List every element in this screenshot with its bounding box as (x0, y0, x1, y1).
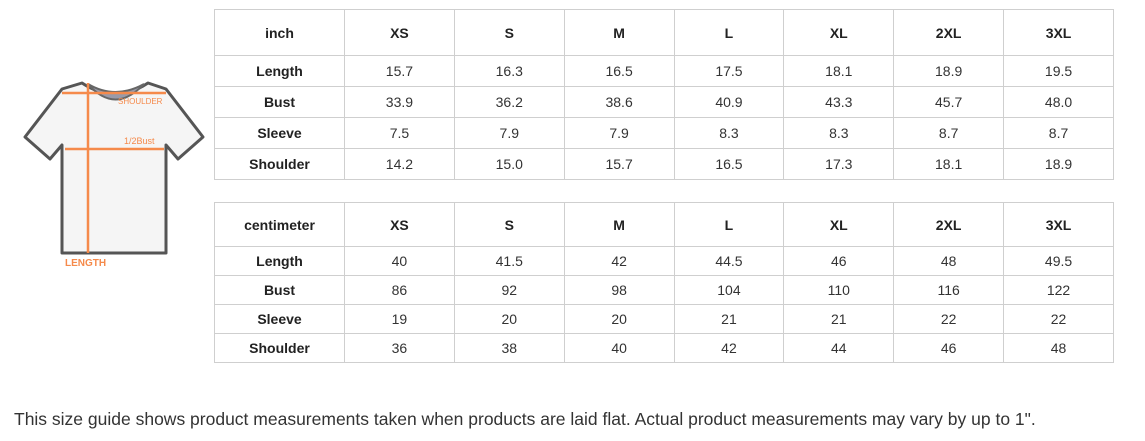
table-cell: 48 (1003, 333, 1114, 363)
table-cell: 21 (673, 304, 785, 334)
tshirt-outline (23, 81, 205, 255)
row-label: Shoulder (214, 333, 345, 363)
table-cell: 110 (783, 275, 895, 305)
table-cell: 122 (1003, 275, 1114, 305)
table-cell: 20 (453, 304, 565, 334)
table-cell: 104 (673, 275, 785, 305)
size-header: XL (783, 9, 895, 56)
row-label: Bust (214, 86, 345, 118)
size-header: 2XL (893, 202, 1005, 247)
row-label: Shoulder (214, 148, 345, 180)
table-cell: 15.7 (344, 55, 455, 87)
table-cell: 40 (563, 333, 675, 363)
table-cell: 45.7 (893, 86, 1005, 118)
table-cell: 92 (453, 275, 565, 305)
shoulder-label: SHOULDER (118, 97, 163, 106)
table-cell: 22 (893, 304, 1005, 334)
table-cell: 7.9 (453, 117, 565, 149)
table-cell: 16.5 (563, 55, 675, 87)
table-row: Bust 86 92 98 104 110 116 122 (214, 275, 1114, 305)
table-cell: 8.3 (783, 117, 895, 149)
row-label: Sleeve (214, 304, 345, 334)
table-row: Bust 33.9 36.2 38.6 40.9 43.3 45.7 48.0 (214, 86, 1114, 118)
length-label: LENGTH (65, 258, 106, 269)
table-cell: 44.5 (673, 246, 785, 276)
table-cell: 40.9 (673, 86, 785, 118)
table-cell: 7.9 (563, 117, 675, 149)
table-cell: 33.9 (344, 86, 455, 118)
collar (87, 83, 145, 101)
table-cell: 116 (893, 275, 1005, 305)
table-cell: 19.5 (1003, 55, 1114, 87)
size-guide-note: This size guide shows product measuremen… (14, 409, 1036, 429)
inch-size-table: inch XS S M L XL 2XL 3XL Length 15.7 16.3 16.5 17.5 1… (214, 9, 1114, 180)
table-cell: 46 (893, 333, 1005, 363)
table-cell: 18.9 (1003, 148, 1114, 180)
table-cell: 14.2 (344, 148, 455, 180)
size-header: M (563, 9, 675, 56)
table-cell: 42 (673, 333, 785, 363)
size-header: 2XL (893, 9, 1005, 56)
table-cell: 98 (563, 275, 675, 305)
table-cell: 22 (1003, 304, 1114, 334)
size-header: S (453, 202, 565, 247)
size-header: XS (344, 202, 455, 247)
table-cell: 16.3 (453, 55, 565, 87)
table-cell: 15.0 (453, 148, 565, 180)
table-cell: 38.6 (563, 86, 675, 118)
table-cell: 48.0 (1003, 86, 1114, 118)
table-cell: 41.5 (453, 246, 565, 276)
table-cell: 17.5 (673, 55, 785, 87)
table-cell: 38 (453, 333, 565, 363)
size-header: S (453, 9, 565, 56)
bust-label: 1/2Bust (124, 136, 155, 146)
table-cell: 21 (783, 304, 895, 334)
table-cell: 8.3 (673, 117, 785, 149)
table-cell: 44 (783, 333, 895, 363)
table-row: Sleeve 7.5 7.9 7.9 8.3 8.3 8.7 8.7 (214, 117, 1114, 149)
table-row: Shoulder 14.2 15.0 15.7 16.5 17.3 18.1 18.9 (214, 148, 1114, 180)
row-label: Bust (214, 275, 345, 305)
table-cell: 36 (344, 333, 455, 363)
table-cell: 18.1 (893, 148, 1005, 180)
size-header: XL (783, 202, 895, 247)
table-cell: 7.5 (344, 117, 455, 149)
table-cell: 8.7 (893, 117, 1005, 149)
table-cell: 43.3 (783, 86, 895, 118)
table-cell: 49.5 (1003, 246, 1114, 276)
table-cell: 17.3 (783, 148, 895, 180)
unit-header: centimeter (214, 202, 345, 247)
size-header: M (563, 202, 675, 247)
size-header: XS (344, 9, 455, 56)
table-cell: 20 (563, 304, 675, 334)
table-cell: 40 (344, 246, 455, 276)
row-label: Length (214, 55, 345, 87)
row-label: Length (214, 246, 345, 276)
table-cell: 19 (344, 304, 455, 334)
table-cell: 8.7 (1003, 117, 1114, 149)
table-row: Sleeve 19 20 20 21 21 22 22 (214, 304, 1114, 334)
table-cell: 16.5 (673, 148, 785, 180)
centimeter-size-table: centimeter XS S M L XL 2XL 3XL Length 40 41.5 42 44.… (214, 202, 1114, 363)
unit-header: inch (214, 9, 345, 56)
table-row: Shoulder 36 38 40 42 44 46 48 (214, 333, 1114, 363)
table-cell: 46 (783, 246, 895, 276)
table-cell: 86 (344, 275, 455, 305)
table-cell: 18.1 (783, 55, 895, 87)
header-row: centimeter XS S M L XL 2XL 3XL (214, 202, 1114, 247)
size-header: L (673, 202, 785, 247)
size-header: L (673, 9, 785, 56)
table-cell: 18.9 (893, 55, 1005, 87)
table-cell: 48 (893, 246, 1005, 276)
table-row: Length 15.7 16.3 16.5 17.5 18.1 18.9 19.5 (214, 55, 1114, 87)
table-cell: 42 (563, 246, 675, 276)
tshirt-measurement-diagram: SHOULDER 1/2Bust LENGTH (23, 81, 205, 269)
table-cell: 36.2 (453, 86, 565, 118)
table-row: Length 40 41.5 42 44.5 46 48 49.5 (214, 246, 1114, 276)
size-header: 3XL (1003, 202, 1114, 247)
header-row: inch XS S M L XL 2XL 3XL (214, 9, 1114, 56)
size-header: 3XL (1003, 9, 1114, 56)
row-label: Sleeve (214, 117, 345, 149)
table-cell: 15.7 (563, 148, 675, 180)
